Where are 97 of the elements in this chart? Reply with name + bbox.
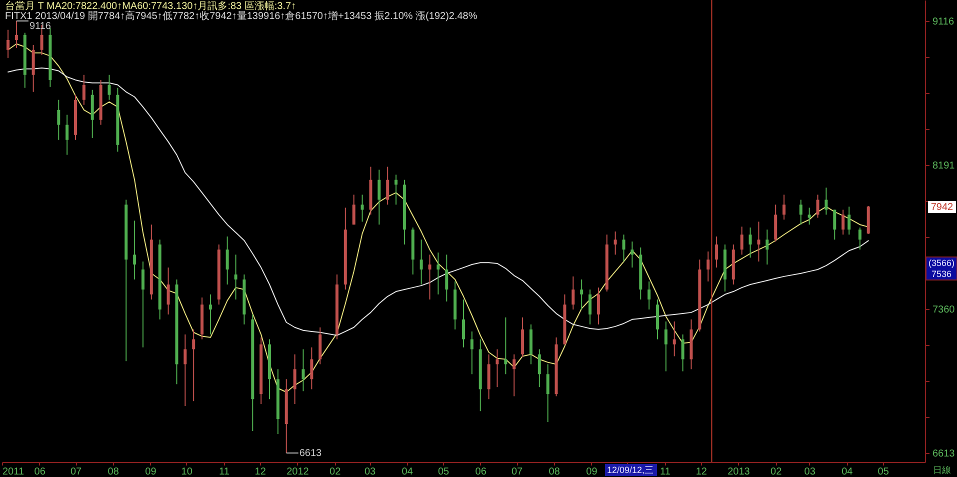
x-tick-label: 09	[586, 466, 598, 477]
candlestick	[420, 239, 423, 285]
y-tick-label: 6613	[932, 448, 956, 460]
x-tick-label: 02	[770, 466, 782, 477]
candlestick	[766, 229, 769, 266]
candlestick	[782, 194, 786, 220]
x-tick-label: 06	[475, 466, 487, 477]
text: FITX1 2013/04/19 開7784↑高7945↑低7782↑收7942↑量139916↑倉61570↑增+13453 振2.10% 漲(192)2.48%	[5, 10, 478, 22]
candlestick	[166, 267, 170, 315]
candlestick	[496, 348, 499, 388]
x-tick-label: 11	[219, 466, 230, 477]
candlestick	[596, 287, 600, 325]
candlestick	[572, 276, 575, 310]
candlestick	[6, 29, 10, 58]
candlestick	[352, 194, 356, 226]
candlestick	[833, 209, 836, 240]
candlestick	[622, 234, 626, 262]
chart-title: 台當月 T MA20:7822.400↑MA60:7743.130↑月訊多:83 區漲幅:3.7↑	[5, 0, 296, 12]
candlestick	[630, 241, 634, 268]
annotation: 6613	[299, 448, 322, 460]
candlestick	[614, 230, 617, 256]
candlestick	[672, 320, 676, 357]
candlestick	[842, 209, 845, 236]
candlestick	[208, 294, 212, 335]
candlestick	[57, 99, 60, 140]
candlestick	[378, 169, 381, 226]
candlestick	[310, 346, 314, 390]
candlestick	[588, 289, 592, 325]
y-tick-label: 9116	[932, 16, 954, 28]
x-tick-label: 06	[34, 466, 46, 477]
annotation: 9116	[29, 20, 52, 32]
candlestick	[394, 174, 398, 206]
x-tick-label: 04	[842, 466, 854, 477]
candlestick	[133, 220, 136, 280]
candlestick	[808, 207, 811, 226]
x-tick-label: 02	[330, 466, 342, 477]
x-tick-label: 10	[181, 466, 193, 477]
candlestick	[226, 236, 229, 285]
x-tick-label: 2011	[2, 466, 24, 477]
candlestick	[504, 316, 508, 375]
candlestick	[706, 251, 710, 282]
candlestick	[141, 261, 144, 348]
candlestick	[664, 320, 668, 372]
candlestick	[799, 199, 802, 226]
candlestick	[436, 252, 440, 295]
x-tick-label: 07	[511, 466, 524, 477]
candlestick	[192, 328, 196, 402]
text: 12/09/12,三	[607, 465, 654, 475]
candlestick	[546, 364, 550, 423]
x-tick-label: 03	[364, 466, 376, 477]
candlestick	[816, 194, 820, 218]
x-tick-label: 12	[696, 466, 708, 477]
text: 7942	[930, 202, 954, 213]
x-tick-label: 11	[660, 466, 671, 477]
candlestick	[858, 227, 862, 250]
candlestick	[428, 254, 432, 300]
x-tick-label: 08	[548, 466, 560, 477]
candlestick	[848, 206, 851, 236]
candlestick	[14, 20, 18, 48]
candlestick	[445, 254, 448, 302]
candlestick	[648, 280, 651, 310]
candlestick	[538, 348, 541, 388]
line-series	[8, 67, 869, 336]
candlestick	[462, 298, 465, 348]
text: 日線	[933, 465, 951, 475]
candlestick	[184, 334, 187, 407]
candlestick	[580, 278, 584, 310]
x-tick-label: 08	[108, 466, 120, 477]
x-tick-label: 12	[254, 466, 266, 477]
candlestick	[108, 74, 111, 100]
y-tick-label: 8191	[932, 160, 956, 172]
candlestick	[748, 227, 752, 258]
candlestick	[234, 254, 238, 300]
candlestick	[715, 236, 718, 268]
y-tick-label: 7360	[932, 304, 956, 316]
candlestick	[360, 194, 364, 222]
candlestick	[302, 348, 305, 392]
x-tick-label: 03	[804, 466, 816, 477]
candlestick	[740, 226, 744, 256]
candlestick	[293, 354, 296, 405]
candlestick	[681, 334, 684, 372]
text: (3566)	[928, 258, 955, 268]
candlestick	[757, 221, 760, 262]
candlestick	[66, 114, 69, 156]
text: 7536	[931, 269, 952, 279]
x-tick-label: 04	[402, 466, 414, 477]
x-tick-label: 2012	[286, 466, 310, 477]
candlestick	[512, 354, 516, 397]
x-tick-label: 07	[70, 466, 82, 477]
candlestick	[824, 187, 828, 216]
candlestick	[82, 74, 86, 106]
x-tick-label: 2013	[728, 466, 750, 477]
x-tick-label: 09	[145, 466, 157, 477]
x-tick-label: 05	[438, 466, 450, 477]
candlestick	[470, 330, 474, 375]
candlestick	[386, 166, 390, 206]
x-tick-label: 05	[878, 466, 890, 477]
